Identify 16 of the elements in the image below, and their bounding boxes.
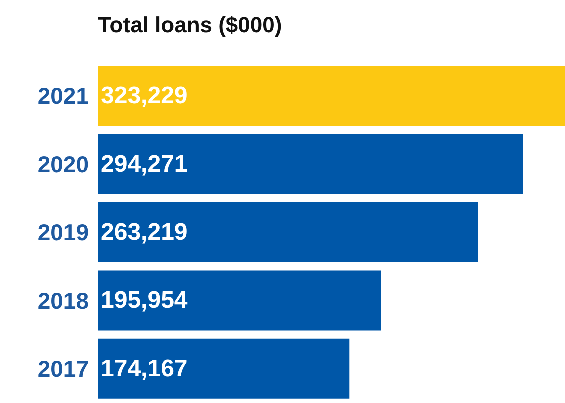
data-label: 294,271 (101, 150, 188, 178)
bar (98, 66, 565, 126)
text: Total loans ($000) (98, 12, 282, 38)
y-tick-label: 2019 (38, 220, 89, 246)
bar (98, 202, 478, 263)
y-tick-label: 2021 (38, 83, 90, 110)
data-label: 263,219 (101, 219, 188, 246)
data-label: 195,954 (101, 287, 188, 314)
data-label: 323,229 (101, 82, 188, 110)
y-tick-label: 2018 (38, 288, 90, 314)
bar (98, 134, 524, 194)
bar (98, 338, 350, 399)
y-tick-label: 2017 (38, 356, 89, 382)
bar (98, 270, 382, 331)
y-tick-label: 2020 (38, 151, 89, 178)
data-label: 174,167 (101, 355, 188, 382)
